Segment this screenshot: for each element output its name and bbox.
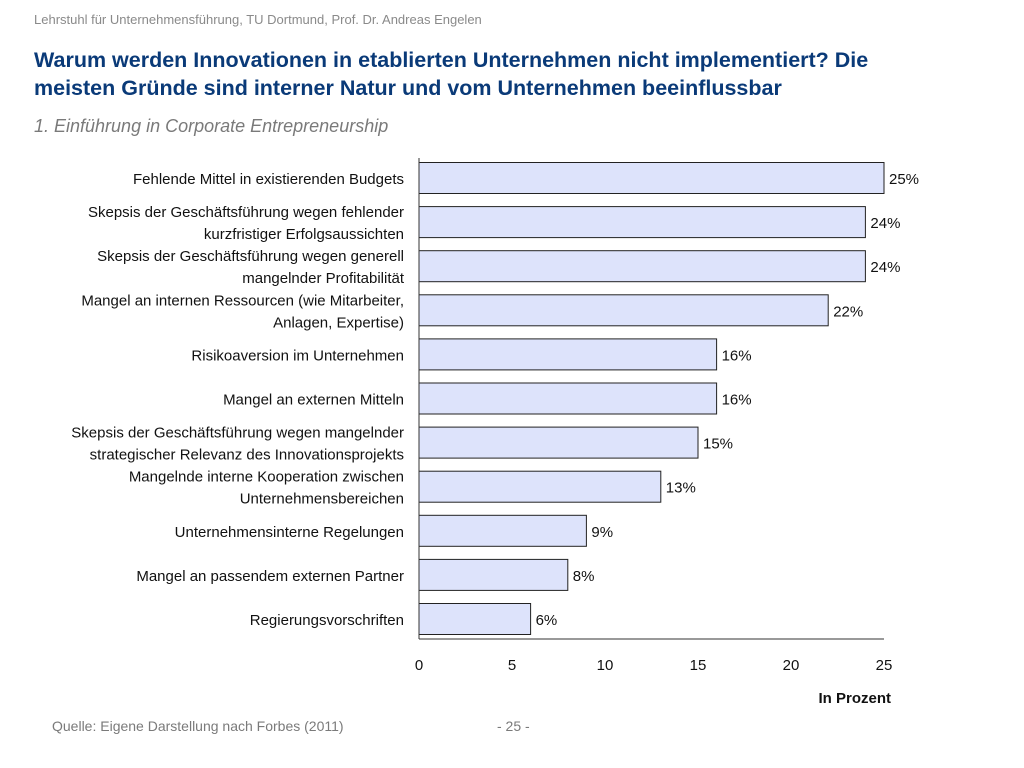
bar-value-label-1: 24% (870, 215, 900, 232)
x-tick-label-4: 20 (783, 657, 800, 674)
bar-value-label-5: 16% (722, 392, 752, 409)
slide-title-line-1: Warum werden Innovationen in etablierten… (34, 48, 869, 72)
category-label-0: Fehlende Mittel in existierenden Budgets (133, 171, 404, 188)
category-label-1-line-1: kurzfristiger Erfolgsaussichten (204, 226, 404, 243)
x-tick-label-3: 15 (690, 657, 707, 674)
bar-9 (418, 558, 569, 591)
category-label-6-line-0: Skepsis der Geschäftsführung wegen mange… (71, 425, 404, 442)
slide-title: Warum werden Innovationen in etablierten… (34, 46, 994, 102)
bar-5 (418, 382, 718, 415)
x-tick-label-0: 0 (415, 657, 423, 674)
bar-0 (418, 162, 885, 194)
category-label-2-line-0: Skepsis der Geschäftsführung wegen gener… (97, 248, 404, 265)
category-label-3-line-0: Mangel an internen Ressourcen (wie Mitar… (81, 292, 404, 309)
bar-value-label-9: 8% (573, 568, 595, 585)
category-label-10: Regierungsvorschriften (250, 612, 404, 629)
category-label-3-line-1: Anlagen, Expertise) (273, 314, 404, 331)
footer-source: Quelle: Eigene Darstellung nach Forbes (… (52, 718, 344, 734)
bar-3 (418, 294, 829, 327)
bar-value-label-8: 9% (591, 524, 613, 541)
category-label-7-line-1: Unternehmensbereichen (240, 491, 404, 508)
bar-value-label-2: 24% (870, 259, 900, 276)
bar-4 (418, 338, 718, 371)
bar-2 (418, 250, 866, 283)
x-tick-label-5: 25 (876, 657, 893, 674)
category-label-2-line-1: mangelnder Profitabilität (242, 270, 405, 287)
category-label-8: Unternehmensinterne Regelungen (175, 524, 404, 541)
bar-value-label-7: 13% (666, 480, 696, 497)
bar-1 (418, 206, 866, 239)
header-chair-info: Lehrstuhl für Unternehmensführung, TU Do… (34, 12, 482, 27)
category-label-9: Mangel an passendem externen Partner (136, 568, 404, 585)
category-label-5: Mangel an externen Mitteln (223, 392, 404, 409)
x-axis-label: In Prozent (818, 690, 891, 707)
category-label-4: Risikoaversion im Unternehmen (191, 347, 404, 364)
bar-value-label-0: 25% (889, 171, 919, 188)
bar-value-label-10: 6% (536, 612, 558, 629)
bar-6 (418, 426, 699, 459)
slide-subtitle: 1. Einführung in Corporate Entrepreneurs… (34, 116, 389, 136)
category-label-1-line-0: Skepsis der Geschäftsführung wegen fehle… (88, 204, 404, 221)
category-label-7-line-0: Mangelnde interne Kooperation zwischen (129, 469, 404, 486)
slide-title-line-2: meisten Gründe sind interner Natur und v… (34, 76, 782, 100)
bar-10 (418, 603, 532, 635)
category-label-6-line-1: strategischer Relevanz des Innovationspr… (90, 447, 404, 464)
bar-7 (418, 470, 662, 503)
bar-8 (418, 514, 587, 547)
bar-value-label-6: 15% (703, 436, 733, 453)
bar-value-label-3: 22% (833, 303, 863, 320)
bar-value-label-4: 16% (722, 347, 752, 364)
x-tick-label-1: 5 (508, 657, 516, 674)
x-tick-label-2: 10 (597, 657, 614, 674)
footer-page-number: - 25 - (497, 718, 530, 734)
